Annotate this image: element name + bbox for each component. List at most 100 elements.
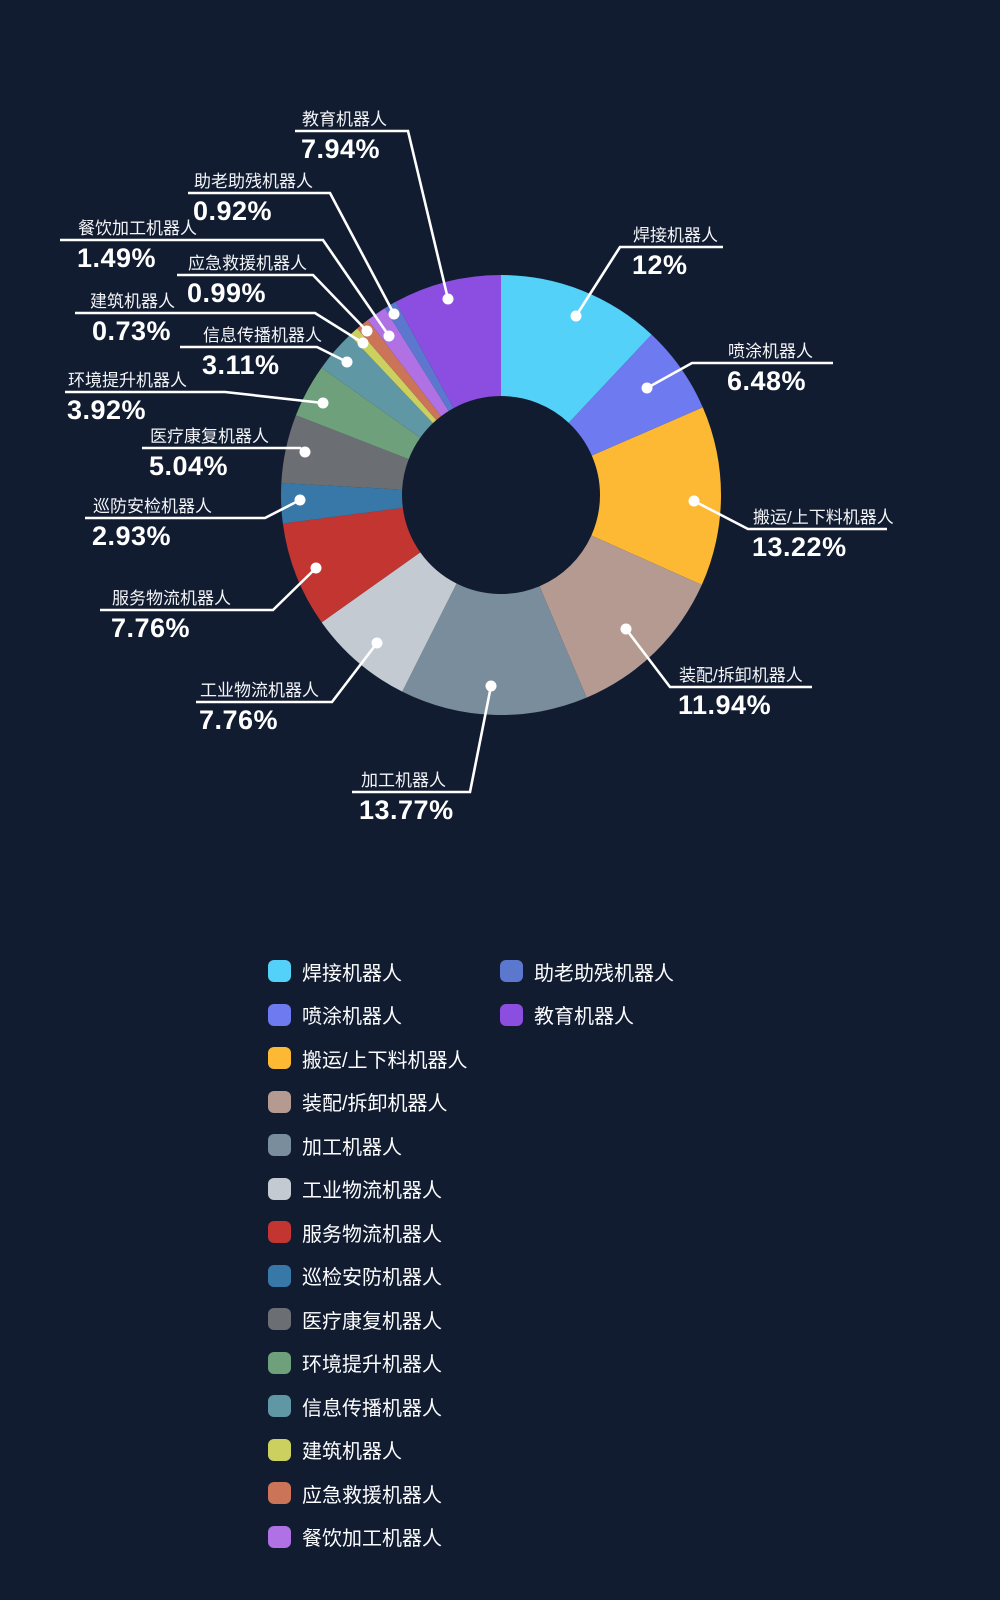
- legend-item-medical-rehab[interactable]: 医疗康复机器人: [268, 1308, 468, 1333]
- legend-item-welding[interactable]: 焊接机器人: [268, 960, 468, 985]
- legend-swatch-assembly-disassembly: [268, 1090, 291, 1113]
- legend-swatch-emergency-rescue: [268, 1482, 291, 1504]
- callout-label: 医疗康复机器人: [150, 427, 269, 446]
- callout-percent: 11.94%: [678, 690, 771, 720]
- pie-slice-emergency-rescue[interactable]: [357, 319, 442, 421]
- callout-service-logistics: 服务物流机器人 7.76%: [100, 562, 322, 643]
- callout-label: 餐饮加工机器人: [78, 219, 197, 238]
- legend-swatch-elderly-assist: [500, 960, 523, 982]
- legend-swatch-construction: [268, 1438, 291, 1461]
- pie-slice-medical-rehab[interactable]: [281, 415, 409, 490]
- leader-dot: [442, 293, 454, 305]
- callout-percent: 6.48%: [727, 366, 806, 396]
- callout-label: 教育机器人: [302, 110, 387, 129]
- callout-education: 教育机器人 7.94%: [295, 110, 454, 305]
- legend-swatch-processing: [268, 1134, 291, 1156]
- legend-item-industrial-logistics[interactable]: 工业物流机器人: [268, 1177, 468, 1202]
- callout-percent: 0.73%: [92, 316, 171, 346]
- pie-slice-processing[interactable]: [402, 583, 587, 716]
- leader-dot: [361, 325, 373, 337]
- leader-dot: [388, 308, 400, 320]
- callout-percent: 7.76%: [199, 705, 278, 735]
- callout-label: 巡防安检机器人: [93, 497, 212, 516]
- pie-slice-industrial-logistics[interactable]: [321, 552, 457, 692]
- callout-label: 喷涂机器人: [728, 342, 813, 361]
- callout-assembly-disassembly: 装配/拆卸机器人 11.94%: [620, 623, 812, 720]
- legend: 焊接机器人 喷涂机器人 搬运/上下料机器人 装配/拆卸机器人 加工机器人 工业物流机器人服…: [0, 0, 1000, 1550]
- leader-dot: [341, 356, 353, 368]
- callout-spray-painting: 喷涂机器人 6.48%: [641, 342, 833, 396]
- legend-item-handling-loading[interactable]: 搬运/上下料机器人: [268, 1047, 468, 1072]
- legend-label: 建筑机器人: [302, 1441, 402, 1463]
- leader-dot: [688, 495, 700, 507]
- callout-percent: 13.77%: [359, 795, 454, 825]
- callout-information: 信息传播机器人 3.11%: [180, 326, 353, 380]
- callout-environment: 环境提升机器人 3.92%: [65, 371, 329, 425]
- legend-label: 餐饮加工机器人: [302, 1528, 442, 1550]
- legend-item-processing[interactable]: 加工机器人: [268, 1134, 468, 1159]
- legend-label: 教育机器人: [534, 1006, 634, 1028]
- callout-label: 信息传播机器人: [203, 326, 322, 345]
- callout-construction: 建筑机器人 0.73%: [75, 292, 369, 349]
- leader-dot: [641, 382, 653, 394]
- legend-item-education[interactable]: 教育机器人: [500, 1003, 674, 1028]
- legend-item-construction[interactable]: 建筑机器人: [268, 1438, 468, 1463]
- callout-label: 应急救援机器人: [188, 254, 307, 273]
- legend-swatch-education: [500, 1003, 523, 1026]
- callout-percent: 1.49%: [77, 243, 156, 273]
- leader-line: [693, 499, 887, 531]
- legend-item-spray-painting[interactable]: 喷涂机器人: [268, 1003, 468, 1028]
- leader-dot: [383, 330, 395, 342]
- pie-slice-patrol-security[interactable]: [280, 483, 403, 524]
- legend-swatch-information: [268, 1395, 291, 1417]
- legend-column-left: 焊接机器人喷涂机器人搬运/上下料机器人 装配/拆卸机器人 加工机器人工业物流机器人服…: [268, 960, 468, 1550]
- legend-item-information[interactable]: 信息传播机器人: [268, 1395, 468, 1420]
- pie-slice-handling-loading[interactable]: [591, 407, 722, 585]
- leader-line: [574, 245, 723, 317]
- pie-slice-service-logistics[interactable]: [282, 507, 421, 623]
- leader-line: [196, 642, 379, 704]
- legend-item-elderly-assist[interactable]: 助老助残机器人: [500, 960, 674, 985]
- leader-line: [295, 129, 450, 300]
- pie-slice-assembly-disassembly[interactable]: [539, 535, 702, 698]
- legend-item-emergency-rescue[interactable]: 应急救援机器人: [268, 1482, 468, 1507]
- legend-item-service-logistics[interactable]: 服务物流机器人: [268, 1221, 468, 1246]
- leader-line: [60, 238, 391, 337]
- callout-percent: 2.93%: [92, 521, 171, 551]
- callout-label: 环境提升机器人: [68, 371, 187, 390]
- leader-dot: [620, 623, 632, 635]
- legend-label: 工业物流机器人: [302, 1180, 442, 1202]
- callout-label: 搬运/上下料机器人: [753, 508, 894, 527]
- legend-item-assembly-disassembly[interactable]: 装配/拆卸机器人: [268, 1090, 468, 1115]
- leader-line: [624, 628, 812, 689]
- pie-slice-elderly-assist[interactable]: [384, 301, 454, 411]
- legend-label: 服务物流机器人: [302, 1223, 442, 1246]
- donut-chart: 焊接机器人 12% 喷涂机器人 6.48% 搬运/上下料机器人 13.22% 装配/拆卸机器…: [60, 110, 894, 825]
- legend-swatch-welding: [268, 960, 291, 982]
- callout-percent: 13.22%: [752, 532, 847, 562]
- callout-label: 工业物流机器人: [200, 681, 319, 700]
- leader-dot: [485, 680, 497, 692]
- leader-dot: [570, 310, 582, 322]
- callout-welding: 焊接机器人 12%: [570, 226, 723, 322]
- leader-line: [100, 567, 317, 612]
- callout-label: 服务物流机器人: [112, 589, 231, 608]
- callout-percent: 3.11%: [202, 350, 280, 380]
- pie-slice-environment[interactable]: [295, 367, 421, 460]
- pie-slice-spray-painting[interactable]: [568, 334, 703, 456]
- callout-label: 助老助残机器人: [194, 172, 313, 191]
- leader-dot: [310, 562, 322, 574]
- pie-slice-construction[interactable]: [349, 328, 437, 424]
- pie-slice-education[interactable]: [395, 275, 501, 409]
- legend-swatch-medical-rehab: [268, 1308, 291, 1330]
- leader-dot: [299, 446, 311, 458]
- legend-item-catering[interactable]: 餐饮加工机器人: [268, 1525, 468, 1550]
- legend-label: 环境提升机器人: [302, 1354, 442, 1376]
- callout-elderly-assist: 助老助残机器人 0.92%: [188, 172, 400, 320]
- leader-line: [65, 390, 324, 405]
- leader-dot: [294, 494, 306, 506]
- legend-item-environment[interactable]: 环境提升机器人: [268, 1351, 468, 1376]
- legend-item-patrol-security[interactable]: 巡检安防机器人: [268, 1264, 468, 1289]
- pie-slice-welding[interactable]: [501, 275, 652, 423]
- legend-column-right: 助老助残机器人 教育机器人: [500, 960, 674, 1028]
